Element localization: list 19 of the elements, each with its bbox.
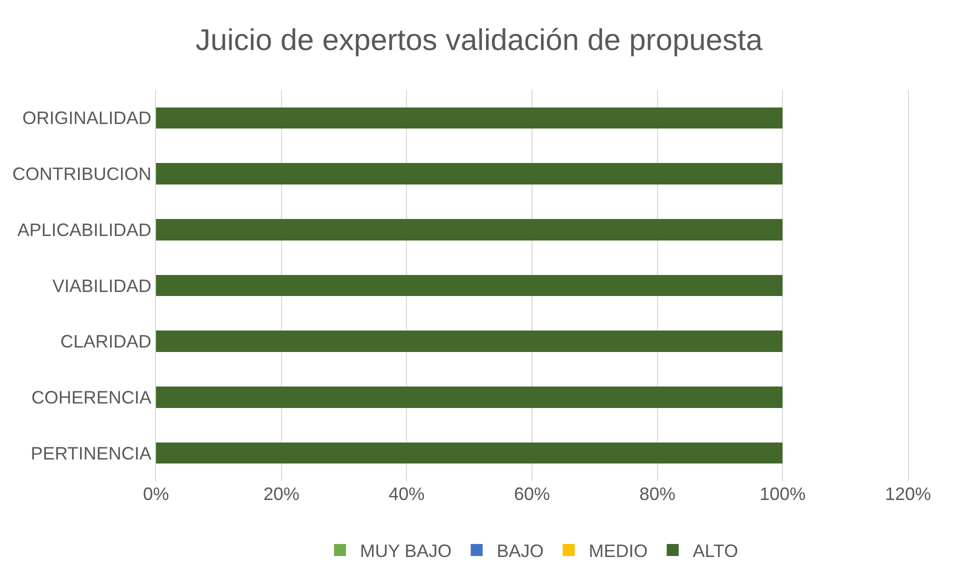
x-tick-label: 60%: [514, 484, 550, 504]
y-tick-label: APLICABILIDAD: [17, 220, 152, 240]
y-tick-label: CONTRIBUCION: [12, 164, 152, 184]
x-tick-label: 80%: [639, 484, 676, 504]
y-tick-label: CLARIDAD: [60, 332, 152, 352]
x-tick-label: 20%: [263, 484, 300, 504]
x-tick-label: 0%: [142, 484, 170, 504]
x-tick-label: 120%: [884, 484, 932, 504]
x-tick-label: 40%: [388, 484, 425, 504]
y-tick-label: PERTINENCIA: [30, 443, 152, 464]
legend-label: ALTO: [692, 541, 738, 562]
legend-label: MEDIO: [588, 541, 648, 562]
chart-title: Juicio de expertos validación de propuesta: [195, 24, 763, 58]
y-tick-label: VIABILIDAD: [52, 276, 152, 296]
legend-label: BAJO: [496, 541, 544, 562]
legend-label: MUY BAJO: [360, 541, 452, 562]
y-tick-label: COHERENCIA: [31, 388, 152, 408]
y-tick-label: ORIGINALIDAD: [22, 108, 152, 128]
x-tick-label: 100%: [760, 484, 806, 504]
